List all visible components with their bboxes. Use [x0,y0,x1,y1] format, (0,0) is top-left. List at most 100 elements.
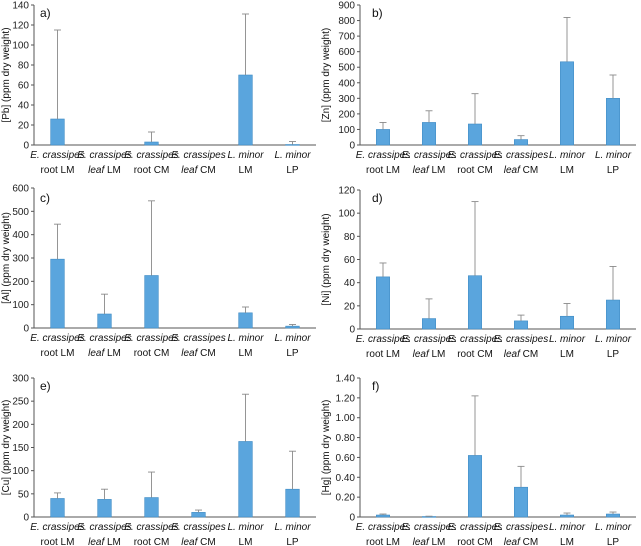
panel-label: f) [372,379,379,393]
y-tick-label: 700 [338,32,355,43]
x-tick-label-species: E. crassipes [402,522,456,533]
y-axis-label: [Cu] (ppm dry weight) [1,400,12,496]
bar [50,498,65,518]
bar [144,141,159,146]
bar [560,315,574,330]
x-tick-label-site: leaf LM [88,165,121,176]
y-tick-label: 250 [12,397,29,408]
y-tick-label: 120 [12,21,29,32]
chart-panel-1: 0 20 40 60 80 100 120 140 [Pb] (ppm dry weight) a… [1,1,316,176]
x-tick-label-site: root CM [457,349,493,360]
y-tick-label: 150 [12,443,29,454]
x-tick-label-site: LP [286,537,299,546]
x-tick-label-species: E. crassipes [494,522,548,533]
y-tick-label: 40 [18,101,30,112]
x-tick-label-site: leaf CM [181,537,215,546]
x-tick-label-species: E. crassipes [124,150,178,161]
x-tick-label-species: E. crassipes [356,334,410,345]
x-tick-label-site: LP [607,537,620,546]
x-tick-label-species: E. crassipes [77,522,131,533]
y-axis-label: [Ni] (ppm dry weight) [321,213,332,305]
x-tick-label-species: E. crassipes [356,150,410,161]
chart-panel-2: 0 100 200 300 400 500 600 700 800 900 [Zn] (ppm dr… [321,1,636,176]
y-tick-label: 500 [12,207,29,218]
x-tick-label-site: LP [607,165,620,176]
y-tick-label: 0 [349,513,355,524]
bar [560,514,574,518]
x-tick-label-site: root CM [134,348,170,359]
y-tick-label: 200 [338,109,355,120]
x-tick-label-site: leaf CM [504,537,538,546]
panel-label: c) [40,191,50,205]
x-tick-label-site: leaf CM [181,348,215,359]
y-tick-label: 300 [12,254,29,265]
y-tick-label: 40 [344,278,356,289]
bar [97,499,112,518]
bar [238,74,253,146]
y-tick-label: 1.20 [336,393,356,404]
bar [468,123,482,146]
y-tick-label: 100 [338,125,355,136]
x-tick-label-species: L. minor [549,150,586,161]
y-tick-label: 100 [12,41,29,52]
y-tick-label: 0.60 [336,453,356,464]
bar [144,275,159,329]
bar [468,455,482,518]
bar [422,318,436,330]
y-axis-label: [Pb] (ppm dry weight) [1,27,12,122]
y-tick-label: 900 [338,1,355,12]
x-tick-label-species: E. crassipes [448,150,502,161]
bar [50,258,65,329]
y-tick-label: 20 [344,301,356,312]
panel-label: e) [40,379,51,393]
x-tick-label-species: L. minor [595,522,632,533]
chart-panel-3: 0 100 200 300 400 500 600 [Al] (ppm dry weight)… [1,184,316,359]
y-tick-label: 100 [12,300,29,311]
x-tick-label-species: E. crassipes [171,150,225,161]
chart-panel-5: 0 50 100 150 200 250 300 [Cu] (ppm dry weight) e… [1,374,316,546]
x-tick-label-species: E. crassipes [402,150,456,161]
y-tick-label: 60 [18,81,30,92]
chart-panel-6: 0 0.20 0.40 0.60 0.80 1.00 1.20 1.40 [Hg] (ppm d… [321,374,636,546]
x-tick-label-species: L. minor [227,522,264,533]
x-tick-label-site: LM [560,165,574,176]
y-tick-label: 100 [12,466,29,477]
y-axis-label: [Hg] (ppm dry weight) [321,400,332,496]
x-tick-label-species: L. minor [549,334,586,345]
y-axis-label: [Al] (ppm dry weight) [1,212,12,304]
x-tick-label-site: leaf LM [413,349,446,360]
x-tick-label-species: E. crassipes [494,150,548,161]
x-tick-label-site: leaf CM [181,165,215,176]
y-tick-label: 200 [12,277,29,288]
y-tick-label: 0 [349,141,355,152]
x-tick-label-site: LM [239,348,253,359]
bar [50,118,65,146]
x-tick-label-species: E. crassipes [124,522,178,533]
bar [285,488,300,518]
x-tick-label-site: root LM [41,537,75,546]
x-tick-label-species: E. crassipes [448,334,502,345]
panel-label: a) [40,6,51,20]
x-tick-label-species: E. crassipes [30,333,84,344]
y-tick-label: 500 [338,63,355,74]
x-tick-label-site: LM [239,165,253,176]
x-tick-label-species: L. minor [595,334,632,345]
x-tick-label-site: LM [560,349,574,360]
chart-panel-4: 0 20 40 60 80 100 120 [Ni] (ppm dry weight) d) E.… [321,186,636,360]
panel-label: b) [372,6,383,20]
x-tick-label-site: root LM [366,537,400,546]
x-tick-label-species: E. crassipes [171,333,225,344]
x-tick-label-species: E. crassipes [448,522,502,533]
bar [285,144,300,146]
x-tick-label-site: root LM [366,165,400,176]
y-tick-label: 50 [18,489,30,500]
x-tick-label-species: L. minor [274,333,311,344]
y-tick-label: 800 [338,16,355,27]
y-tick-label: 80 [18,61,30,72]
y-tick-label: 600 [338,47,355,58]
bar [606,299,620,330]
bar [606,98,620,146]
x-tick-label-site: LP [607,349,620,360]
bar [606,513,620,518]
